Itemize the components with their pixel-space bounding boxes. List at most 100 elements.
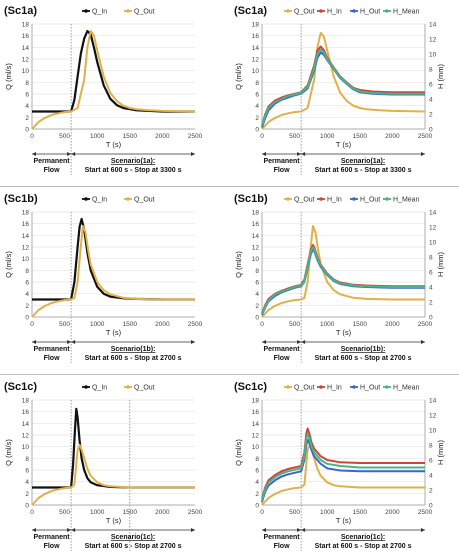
legend-label: Q_Out — [294, 197, 315, 204]
legend-label: Q_Out — [134, 197, 155, 204]
x-tick-label: 1000 — [90, 321, 105, 328]
legend-marker — [286, 385, 290, 389]
legend-marker — [385, 385, 389, 389]
chart-sc1b-left: 0 2 4 6 8 10 12 14 16 18 0 500 1000 1500 2000 2500 T (s)… — [4, 193, 203, 363]
y-tick-label: 0 — [255, 503, 259, 510]
y2-tick-label: 14 — [429, 210, 437, 217]
y-tick-label: 14 — [252, 45, 260, 52]
x-tick-label: 2500 — [188, 321, 203, 328]
y2-tick-label: 0 — [429, 315, 433, 322]
permanent-flow-label: Permanent — [263, 534, 300, 541]
legend-label: H_Mean — [393, 9, 420, 16]
series-line — [261, 225, 425, 318]
legend-marker — [319, 9, 323, 13]
x-tick-label: 2000 — [155, 321, 170, 328]
x-tick-label: 2500 — [188, 133, 203, 140]
y-tick-label: 12 — [22, 57, 30, 64]
y-tick-label: 10 — [22, 256, 30, 263]
legend-label: H_Out — [360, 9, 380, 16]
legend-marker — [352, 385, 356, 389]
y-tick-label: 12 — [22, 245, 30, 252]
legend-marker — [286, 197, 290, 201]
legend-marker — [352, 9, 356, 13]
x-tick-label: 2000 — [385, 133, 400, 140]
arrow-head — [421, 152, 425, 156]
y2-tick-label: 6 — [429, 82, 433, 89]
y-tick-label: 4 — [25, 103, 29, 110]
series-line — [261, 31, 426, 130]
series-line — [261, 427, 425, 500]
legend-marker — [84, 385, 88, 389]
y-tick-label: 16 — [252, 409, 260, 416]
y-tick-label: 0 — [25, 127, 29, 134]
series-line — [261, 51, 425, 128]
legend-label: Q_In — [92, 9, 107, 16]
legend-marker — [319, 197, 323, 201]
y-tick-label: 10 — [22, 68, 30, 75]
arrow-head — [262, 528, 266, 532]
y2-tick-label: 4 — [429, 97, 433, 104]
y2-tick-label: 6 — [429, 270, 433, 277]
y-axis-label: Q (ml/s) — [234, 251, 243, 278]
y2-tick-label: 0 — [429, 127, 433, 134]
y-tick-label: 10 — [252, 256, 260, 263]
y-tick-label: 2 — [255, 115, 259, 122]
series-line — [261, 246, 425, 315]
series-line — [261, 48, 425, 127]
y-tick-label: 10 — [22, 444, 30, 451]
legend-label: Q_Out — [134, 9, 155, 16]
y-tick-label: 16 — [252, 221, 260, 228]
y-tick-label: 14 — [22, 233, 30, 240]
arrow-head — [301, 340, 306, 344]
y-tick-label: 16 — [252, 33, 260, 40]
y-tick-label: 8 — [25, 80, 29, 87]
x-tick-label: 0 — [30, 509, 34, 516]
series-line — [31, 443, 195, 506]
permanent-flow-label: Flow — [274, 543, 290, 550]
arrow-head — [67, 528, 72, 532]
arrow-head — [32, 152, 36, 156]
y-tick-label: 18 — [22, 398, 30, 405]
arrow-head — [421, 528, 425, 532]
arrow-head — [71, 528, 76, 532]
legend-marker — [385, 9, 389, 13]
y-tick-label: 6 — [25, 280, 29, 287]
y2-tick-label: 0 — [429, 503, 433, 510]
scenario-sub-label: Start at 600 s - Stop at 3300 s — [85, 167, 182, 174]
y2-tick-label: 6 — [429, 458, 433, 465]
arrow-head — [71, 340, 76, 344]
permanent-flow-label: Permanent — [33, 158, 70, 165]
x-tick-label: 1000 — [320, 321, 335, 328]
y-tick-label: 4 — [25, 479, 29, 486]
legend-label: Q_Out — [294, 385, 315, 392]
permanent-flow-label: Permanent — [33, 346, 70, 353]
arrow-head — [297, 152, 302, 156]
x-tick-label: 0 — [260, 509, 264, 516]
scenario-sub-label: Start at 600 s - Stop at 3300 s — [315, 167, 412, 174]
y-tick-label: 14 — [252, 233, 260, 240]
arrow-head — [191, 152, 195, 156]
x-tick-label: 2500 — [418, 321, 433, 328]
series-line — [32, 29, 195, 113]
y-tick-label: 12 — [22, 433, 30, 440]
x-tick-label: 1500 — [353, 321, 368, 328]
y2-axis-label: H (mm) — [436, 252, 445, 277]
x-axis-label: T (s) — [106, 328, 122, 337]
x-axis-label: T (s) — [336, 140, 352, 149]
permanent-flow-label: Permanent — [263, 346, 300, 353]
y-axis-label: Q (ml/s) — [4, 439, 13, 466]
permanent-flow-label: Flow — [44, 543, 60, 550]
legend-marker — [126, 197, 130, 201]
y2-tick-label: 8 — [429, 67, 433, 74]
legend-label: H_In — [327, 385, 342, 392]
x-tick-label: 0 — [260, 133, 264, 140]
legend-label: Q_In — [92, 385, 107, 392]
legend-marker — [352, 197, 356, 201]
arrow-head — [191, 528, 195, 532]
y2-axis-label: H (mm) — [436, 64, 445, 89]
y-tick-label: 4 — [255, 291, 259, 298]
y2-tick-label: 14 — [429, 22, 437, 29]
legend-label: H_Out — [360, 385, 380, 392]
x-axis-label: T (s) — [106, 516, 122, 525]
y-tick-label: 0 — [25, 315, 29, 322]
